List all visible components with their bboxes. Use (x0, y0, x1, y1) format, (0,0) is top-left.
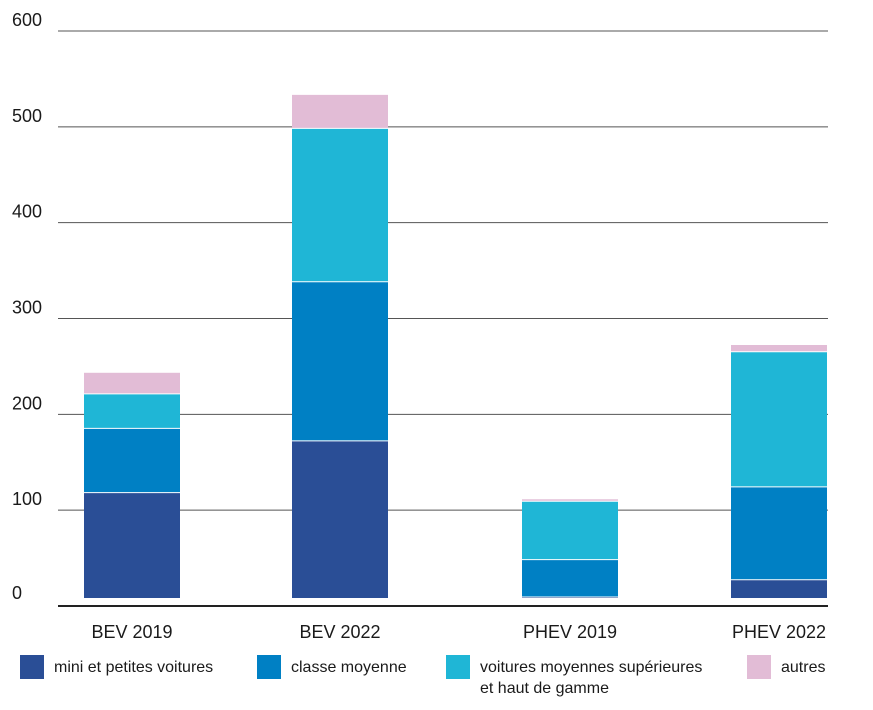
bar-segment-phev-2022-series-2 (731, 351, 827, 487)
bar-segment-phev-2019-series-1 (522, 559, 618, 598)
bar-segment-phev-2022-series-0 (731, 579, 827, 598)
y-tick-label-300: 300 (12, 298, 42, 318)
bar-segment-bev-2019-series-0 (84, 492, 180, 598)
legend-label-autres: autres (781, 659, 826, 676)
bar-segment-bev-2022-series-0 (292, 440, 388, 598)
y-tick-label-200: 200 (12, 393, 42, 413)
legend-label-mini: mini et petites voitures (54, 659, 214, 676)
bar-segment-bev-2019-series-3 (84, 372, 180, 394)
x-category-label-phev-2022: PHEV 2022 (732, 622, 826, 642)
legend: mini et petites voitures classe moyenne … (0, 655, 873, 705)
gridlines (58, 30, 828, 511)
y-tick-label-600: 600 (12, 10, 42, 30)
legend-item-classe-moyenne: classe moyenne (257, 655, 407, 679)
stacked-bar-chart: 0 100 200 300 400 500 600 BEV 2019 BEV 2022 PHEV… (12, 10, 828, 642)
x-category-label-phev-2019: PHEV 2019 (523, 622, 617, 642)
legend-label-haut-de-gamme-line1: voitures moyennes supérieures (480, 659, 703, 676)
bar-segment-bev-2019-series-1 (84, 428, 180, 493)
bar-segment-phev-2019-series-2 (522, 501, 618, 560)
x-category-label-bev-2019: BEV 2019 (91, 622, 172, 642)
legend-swatch-autres (747, 655, 771, 679)
legend-label-haut-de-gamme-line2: et haut de gamme (480, 680, 609, 697)
bar-segment-phev-2019-series-3 (522, 499, 618, 502)
legend-item-haut-de-gamme: voitures moyennes supérieures et haut de… (446, 655, 702, 699)
bar-segment-bev-2022-series-3 (292, 94, 388, 129)
x-category-label-bev-2022: BEV 2022 (299, 622, 380, 642)
bar-segment-phev-2022-series-3 (731, 345, 827, 352)
bar-segment-bev-2022-series-2 (292, 128, 388, 282)
bar-segment-bev-2019-series-2 (84, 393, 180, 429)
bar-segment-phev-2022-series-1 (731, 486, 827, 580)
bars (84, 94, 827, 598)
legend-swatch-mini (20, 655, 44, 679)
bar-segment-bev-2022-series-1 (292, 281, 388, 441)
legend-swatch-classe-moyenne (257, 655, 281, 679)
x-axis-category-labels: BEV 2019 BEV 2022 PHEV 2019 PHEV 2022 (91, 622, 826, 642)
y-tick-label-400: 400 (12, 202, 42, 222)
y-tick-label-0: 0 (12, 583, 22, 603)
legend-swatch-haut-de-gamme (446, 655, 470, 679)
y-tick-label-500: 500 (12, 106, 42, 126)
legend-item-autres: autres (747, 655, 825, 679)
legend-item-mini: mini et petites voitures (20, 655, 213, 679)
y-tick-label-100: 100 (12, 489, 42, 509)
y-axis-tick-labels: 0 100 200 300 400 500 600 (12, 10, 42, 603)
legend-label-classe-moyenne: classe moyenne (291, 659, 407, 676)
